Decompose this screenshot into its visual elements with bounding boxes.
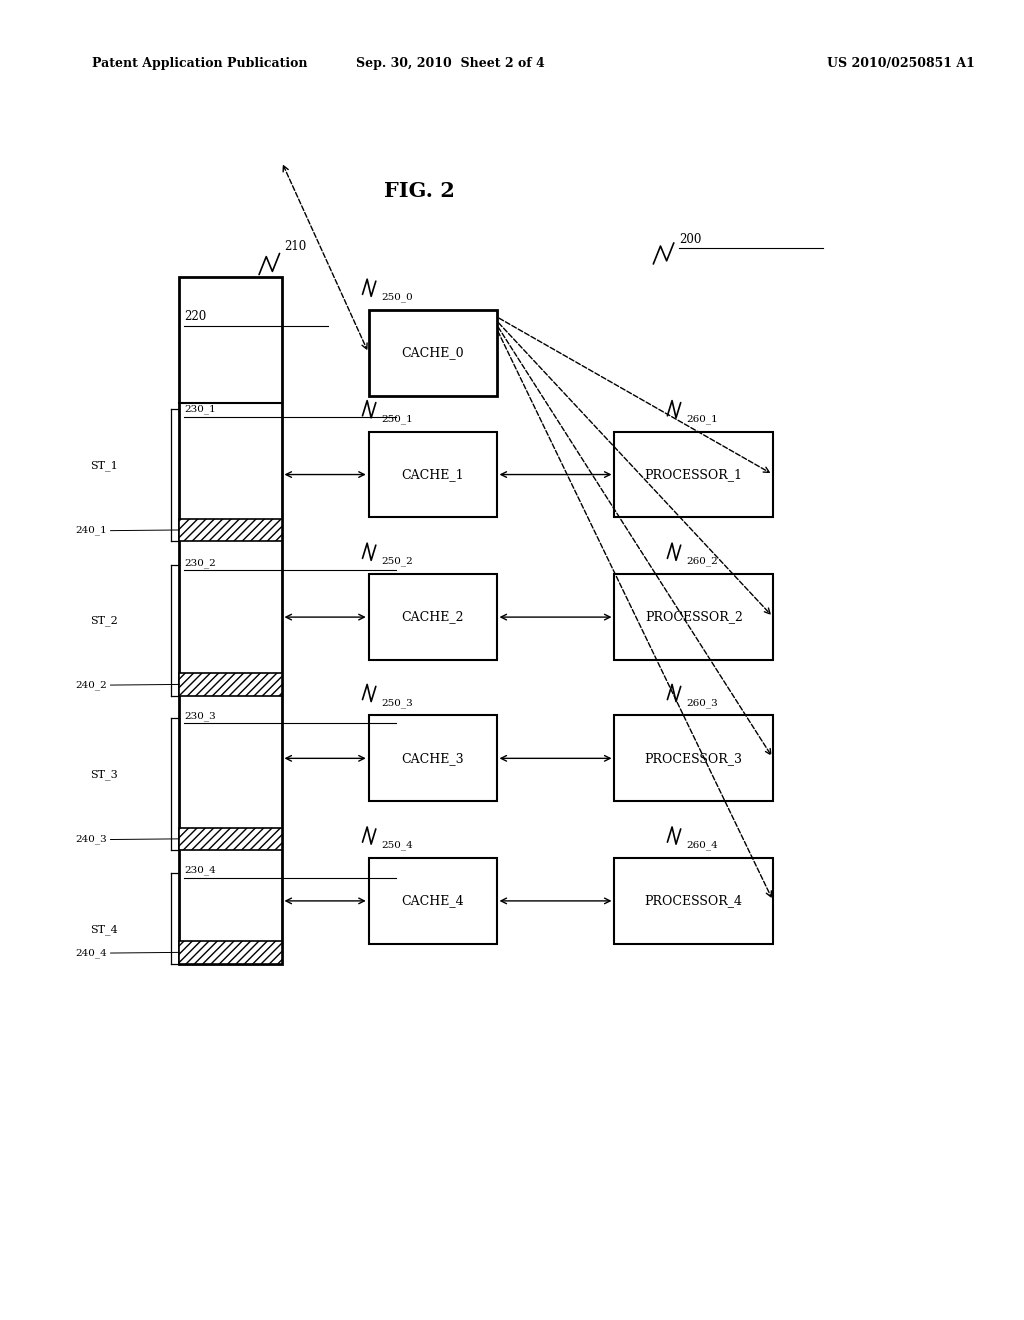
- Text: 230_1: 230_1: [184, 405, 216, 414]
- Text: ST_4: ST_4: [90, 924, 118, 935]
- Text: CACHE_0: CACHE_0: [401, 347, 464, 359]
- Text: PROCESSOR_2: PROCESSOR_2: [645, 611, 742, 623]
- Bar: [369, 574, 497, 660]
- Text: 200: 200: [679, 232, 701, 246]
- Text: 210: 210: [285, 240, 307, 253]
- Text: CACHE_1: CACHE_1: [401, 469, 464, 480]
- Text: CACHE_4: CACHE_4: [401, 895, 464, 907]
- Text: 250_3: 250_3: [381, 698, 413, 708]
- Text: CACHE_3: CACHE_3: [401, 752, 464, 764]
- Bar: [179, 828, 282, 850]
- Text: 240_4: 240_4: [76, 948, 108, 958]
- Text: 220: 220: [184, 310, 207, 323]
- Bar: [614, 858, 773, 944]
- Text: 260_1: 260_1: [686, 414, 718, 424]
- Text: CACHE_2: CACHE_2: [401, 611, 464, 623]
- Text: Sep. 30, 2010  Sheet 2 of 4: Sep. 30, 2010 Sheet 2 of 4: [356, 57, 545, 70]
- Text: 240_3: 240_3: [76, 834, 108, 845]
- Text: ST_2: ST_2: [90, 615, 118, 626]
- Text: 230_4: 230_4: [184, 866, 216, 875]
- Text: 260_3: 260_3: [686, 698, 718, 708]
- Text: 250_1: 250_1: [381, 414, 413, 424]
- Bar: [614, 715, 773, 801]
- Bar: [179, 519, 282, 541]
- Text: 250_0: 250_0: [381, 293, 413, 302]
- Text: 230_2: 230_2: [184, 558, 216, 568]
- Bar: [369, 310, 497, 396]
- Bar: [179, 673, 282, 696]
- Text: 250_2: 250_2: [381, 557, 413, 566]
- Text: 240_2: 240_2: [76, 680, 108, 690]
- Bar: [179, 277, 282, 964]
- Text: 240_1: 240_1: [76, 525, 108, 536]
- Bar: [614, 574, 773, 660]
- Bar: [369, 858, 497, 944]
- Text: PROCESSOR_1: PROCESSOR_1: [645, 469, 742, 480]
- Text: Patent Application Publication: Patent Application Publication: [92, 57, 307, 70]
- Bar: [614, 432, 773, 517]
- Text: PROCESSOR_3: PROCESSOR_3: [645, 752, 742, 764]
- Text: FIG. 2: FIG. 2: [384, 181, 456, 202]
- Text: 260_2: 260_2: [686, 557, 718, 566]
- Text: ST_3: ST_3: [90, 770, 118, 780]
- Text: US 2010/0250851 A1: US 2010/0250851 A1: [827, 57, 975, 70]
- Bar: [369, 432, 497, 517]
- Text: 250_4: 250_4: [381, 841, 413, 850]
- Text: PROCESSOR_4: PROCESSOR_4: [645, 895, 742, 907]
- Text: ST_1: ST_1: [90, 461, 118, 471]
- Bar: [179, 941, 282, 964]
- Text: 230_3: 230_3: [184, 711, 216, 721]
- Text: 260_4: 260_4: [686, 841, 718, 850]
- Bar: [369, 715, 497, 801]
